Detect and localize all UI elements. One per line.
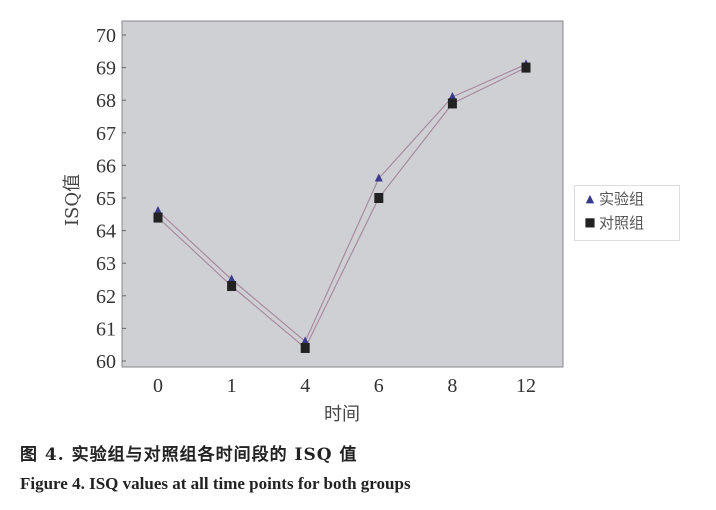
caption-english: Figure 4. ISQ values at all time points … — [20, 474, 411, 493]
x-tick-label: 6 — [374, 375, 384, 397]
data-point-square — [300, 342, 310, 353]
x-tick-label: 0 — [153, 375, 163, 397]
plot-area — [121, 20, 564, 368]
y-tick-label: 66 — [96, 155, 116, 177]
data-point-triangle — [301, 336, 310, 345]
y-tick-label: 60 — [96, 351, 116, 373]
x-axis-label: 时间 — [324, 404, 360, 425]
legend-item-control: ■ 对照组 — [575, 210, 679, 234]
data-point-triangle — [374, 173, 383, 182]
x-tick-label: 8 — [447, 375, 457, 397]
triangle-marker-icon: ▲ — [585, 191, 595, 205]
data-point-triangle — [448, 91, 457, 100]
x-tick-label: 1 — [227, 375, 237, 397]
y-tick-label: 65 — [96, 188, 116, 210]
series-line — [157, 63, 527, 343]
legend-item-experimental: ▲ 实验组 — [575, 186, 679, 210]
y-tick-label: 61 — [96, 318, 116, 340]
data-point-square — [227, 281, 237, 292]
legend-label: 对照组 — [599, 213, 645, 232]
x-tick-label: 12 — [516, 375, 536, 397]
y-tick-label: 64 — [96, 221, 116, 243]
y-axis-label: ISQ值 — [62, 174, 83, 226]
data-point-triangle — [154, 206, 162, 215]
y-tick-label: 68 — [96, 90, 116, 112]
y-tick-label: 62 — [96, 286, 116, 308]
caption-chinese: 图 4. 实验组与对照组各时间段的 ISQ 值 — [20, 445, 358, 465]
legend-label: 实验组 — [599, 189, 645, 208]
y-tick-label: 70 — [96, 25, 116, 47]
y-tick-label: 69 — [96, 58, 116, 80]
y-tick-label: 67 — [96, 123, 116, 145]
data-point-square — [447, 98, 457, 109]
y-tick-label: 63 — [96, 253, 116, 275]
series-line — [157, 67, 527, 349]
x-tick-label: 4 — [300, 375, 310, 397]
data-point-triangle — [227, 274, 236, 283]
data-point-square — [374, 193, 384, 203]
legend: ▲ 实验组 ■ 对照组 — [574, 185, 680, 241]
data-point-square — [521, 62, 531, 73]
data-point-square — [153, 212, 163, 223]
square-marker-icon: ■ — [584, 215, 596, 229]
